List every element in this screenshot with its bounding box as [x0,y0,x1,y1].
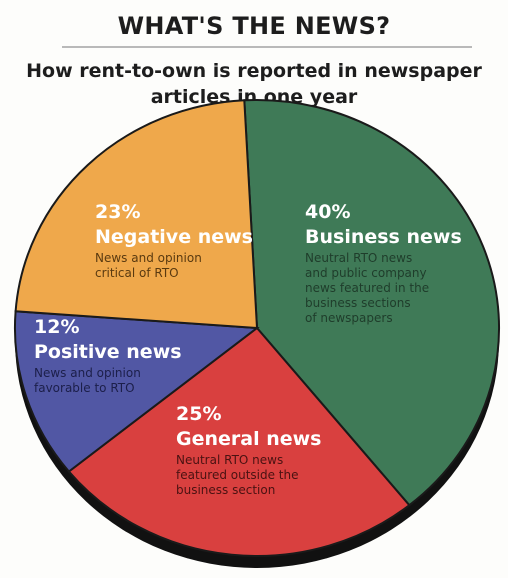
slice-name-business-news: Business news [305,226,462,248]
slice-description-line-business-news: news featured in the [305,281,429,295]
slice-name-general-news: General news [176,428,322,450]
pie-slice-negative-news [14,99,259,330]
slice-description-line-positive-news: News and opinion [34,366,141,380]
slice-description-line-business-news: Neutral RTO news [305,251,412,265]
slice-percent-general-news: 25% [176,403,221,425]
slice-description-line-negative-news: critical of RTO [95,266,179,280]
slice-percent-positive-news: 12% [34,316,79,338]
pie-slice-general-news [67,326,411,558]
slice-description-line-negative-news: News and opinion [95,251,202,265]
slice-description-line-general-news: Neutral RTO news [176,453,283,467]
title-divider [62,46,472,48]
slice-description-line-general-news: business section [176,483,275,497]
slice-name-positive-news: Positive news [34,341,182,363]
slice-name-negative-news: Negative news [95,226,253,248]
slice-description-line-business-news: of newspapers [305,311,393,325]
chart-subtitle: How rent-to-own is reported in newspaper… [26,60,482,108]
slice-description-line-business-news: and public company [305,266,427,280]
slice-percent-negative-news: 23% [95,201,140,223]
pie-slice-business-news [243,98,500,507]
pie-slice-positive-news [14,310,260,473]
slice-description-line-business-news: business sections [305,296,411,310]
slice-description-line-positive-news: favorable to RTO [34,381,135,395]
pie-slices [14,98,500,558]
slice-description-line-general-news: featured outside the [176,468,299,482]
chart-title: WHAT'S THE NEWS? [117,12,391,40]
slice-percent-business-news: 40% [305,201,350,223]
